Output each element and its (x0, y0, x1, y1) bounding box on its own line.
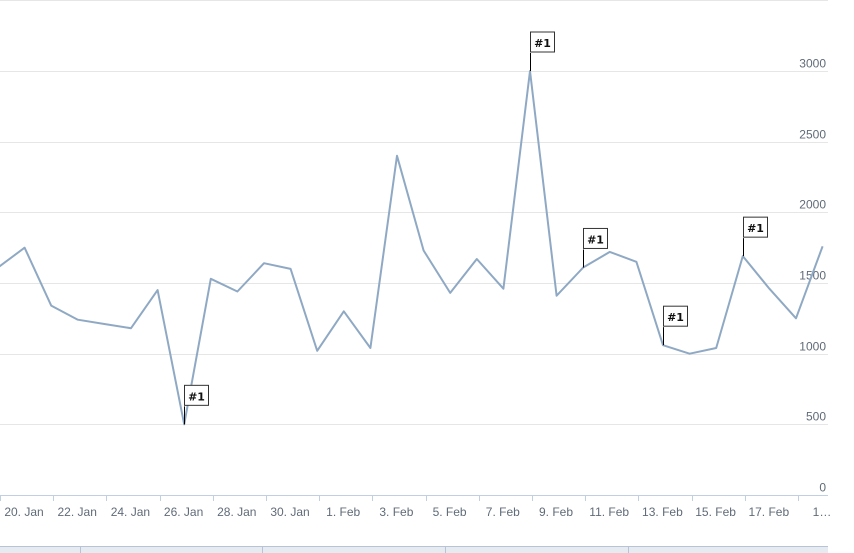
x-tick-label: 7. Feb (486, 505, 520, 519)
x-tick-label: 13. Feb (642, 505, 683, 519)
navigator-scrollbar[interactable] (0, 546, 828, 553)
flag-marker: #1 (530, 31, 555, 71)
flag-marker: #1 (743, 216, 768, 257)
flag-marker: #1 (663, 305, 688, 346)
y-tick-label: 2500 (799, 128, 826, 142)
x-tick-label: 1. Feb (326, 505, 360, 519)
series-group (0, 70, 824, 426)
x-tick-label: 22. Jan (58, 505, 97, 519)
x-tick-label: 15. Feb (695, 505, 736, 519)
x-tick-label: 3. Feb (379, 505, 413, 519)
flags-group: #1 #1 #1 #1 #1 (184, 31, 768, 425)
series-line (0, 70, 824, 426)
x-tick-label: 9. Feb (539, 505, 573, 519)
flag-box (743, 216, 768, 238)
flag-marker: #1 (184, 384, 209, 425)
x-tick-label: 11. Feb (589, 505, 629, 519)
x-tick-label: 20. Jan (4, 505, 43, 519)
flag-marker: #1 (583, 227, 608, 268)
navigator-divider (80, 547, 81, 553)
y-tick-label: 0 (819, 481, 826, 495)
x-tick-label: 1… (813, 505, 832, 519)
x-tick-label: 5. Feb (433, 505, 467, 519)
y-tick-label: 3000 (799, 57, 826, 71)
x-tick-label: 17. Feb (748, 505, 789, 519)
y-tick-label: 500 (806, 410, 826, 424)
x-tick-label: 30. Jan (270, 505, 309, 519)
flag-box (184, 384, 209, 406)
flag-box (663, 305, 688, 327)
y-tick-label: 2000 (799, 198, 826, 212)
flag-box (530, 31, 555, 53)
grid-lines (0, 0, 828, 425)
x-tick-label: 28. Jan (217, 505, 256, 519)
flag-box (583, 227, 608, 249)
y-tick-label: 1000 (799, 340, 826, 354)
navigator-divider (262, 547, 263, 553)
x-axis: 20. Jan 22. Jan 24. Jan 26. Jan 28. Jan 30. J… (0, 495, 831, 519)
flag-label: #1 (667, 311, 684, 324)
x-tick-label: 26. Jan (164, 505, 203, 519)
navigator-divider (445, 547, 446, 553)
navigator-divider (628, 547, 629, 553)
flag-label: #1 (587, 233, 604, 246)
flag-label: #1 (534, 37, 551, 50)
x-tick-label: 24. Jan (111, 505, 150, 519)
flag-label: #1 (747, 222, 764, 235)
flag-label: #1 (188, 390, 205, 403)
